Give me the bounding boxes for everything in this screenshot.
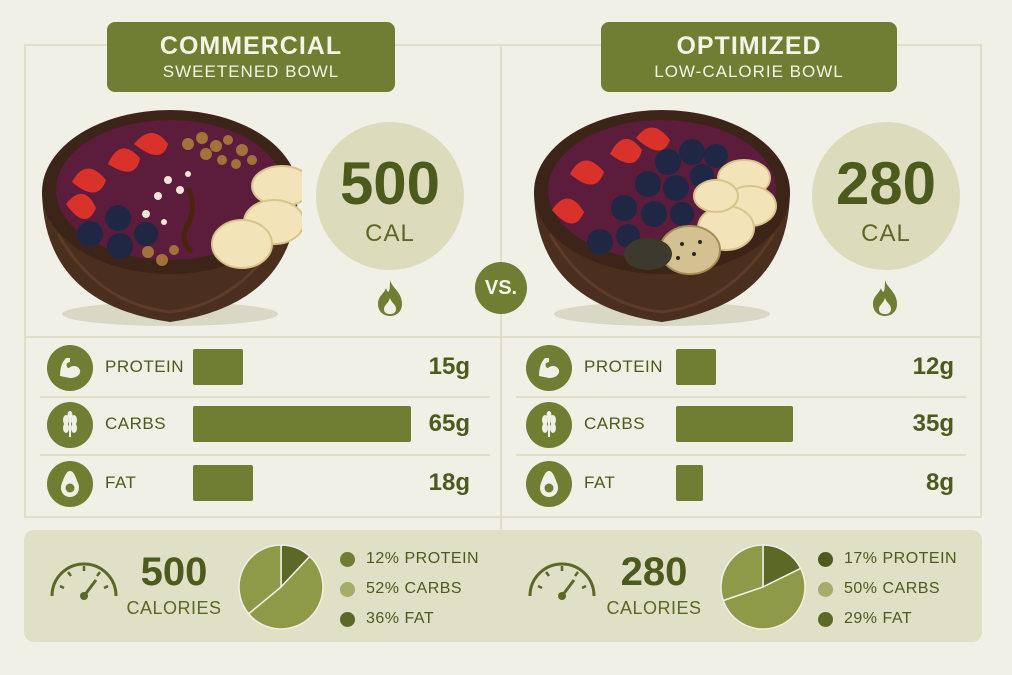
commercial-carbs-row: CARBS 65g — [47, 402, 477, 448]
gauge-icon — [528, 562, 596, 600]
optimized-summary-calories: 280 — [620, 550, 688, 594]
fat-value: 18g — [428, 469, 470, 496]
legend-dot — [340, 552, 355, 567]
muscle-icon — [526, 345, 572, 391]
carbs-bar — [676, 406, 793, 442]
coconut-flakes — [142, 171, 191, 225]
legend-dot — [818, 582, 833, 597]
legend-label: 36% FAT — [366, 610, 435, 627]
optimized-subtitle: LOW-CALORIE BOWL — [654, 62, 844, 81]
pie-slice — [720, 544, 764, 602]
optimized-carbs-row: CARBS 35g — [526, 402, 956, 448]
protein-value: 12g — [912, 353, 954, 380]
protein-bar — [193, 349, 243, 385]
comparison-frame — [24, 44, 982, 518]
optimized-title: OPTIMIZED — [676, 32, 822, 60]
commercial-summary-unit: CALORIES — [126, 598, 222, 618]
carbs-label: CARBS — [105, 414, 167, 433]
row-divider — [40, 454, 490, 456]
commercial-macro-pie — [238, 544, 324, 630]
commercial-subtitle: SWEETENED BOWL — [162, 62, 340, 81]
fat-value: 8g — [925, 469, 954, 496]
carbs-bar — [193, 406, 411, 442]
legend-label: 17% PROTEIN — [844, 550, 958, 567]
protein-label: PROTEIN — [105, 357, 185, 376]
fat-bar — [193, 465, 253, 501]
pie-slice — [722, 567, 806, 630]
strawberries — [552, 127, 670, 224]
optimized-protein-row: PROTEIN 12g — [526, 345, 956, 391]
protein-label: PROTEIN — [584, 357, 664, 376]
wheat-icon — [47, 402, 93, 448]
carbs-label: CARBS — [584, 414, 646, 433]
section-divider — [24, 336, 982, 338]
legend-dot — [818, 612, 833, 627]
legend-label: 52% CARBS — [366, 580, 463, 597]
blueberries — [587, 139, 728, 255]
vs-badge: VS. — [475, 262, 527, 314]
avocado-icon — [47, 461, 93, 507]
chia-seed-topping — [624, 225, 721, 275]
legend-dot — [340, 612, 355, 627]
gauge-icon — [50, 562, 118, 600]
optimized-calorie-unit: CAL — [861, 220, 911, 247]
commercial-protein-row: PROTEIN 15g — [47, 345, 477, 391]
row-divider — [516, 454, 966, 456]
fat-label: FAT — [584, 473, 616, 492]
commercial-title-badge: COMMERCIAL SWEETENED BOWL — [107, 22, 395, 92]
protein-bar — [676, 349, 716, 385]
legend-label: 12% PROTEIN — [366, 550, 480, 567]
pie-slice — [238, 544, 282, 615]
strawberries — [66, 133, 168, 220]
muscle-icon — [47, 345, 93, 391]
pie-slice — [762, 544, 802, 589]
banana-slices — [211, 165, 302, 269]
pie-slice — [247, 555, 324, 630]
commercial-acai-bowl-image — [42, 110, 302, 326]
commercial-summary-calories: 500 — [140, 550, 208, 594]
flame-icon — [378, 280, 402, 316]
optimized-calorie-value: 280 — [835, 150, 937, 217]
optimized-title-badge: OPTIMIZED LOW-CALORIE BOWL — [601, 22, 897, 92]
legend-label: 50% CARBS — [844, 580, 941, 597]
fat-bar — [676, 465, 703, 501]
wheat-icon — [526, 402, 572, 448]
flame-icon — [873, 280, 897, 316]
avocado-icon — [526, 461, 572, 507]
optimized-acai-bowl-image — [534, 110, 790, 326]
optimized-summary-unit: CALORIES — [606, 598, 702, 618]
row-divider — [40, 396, 490, 398]
center-divider — [500, 44, 502, 632]
fat-label: FAT — [105, 473, 137, 492]
optimized-fat-row: FAT 8g — [526, 461, 956, 507]
granola — [142, 132, 257, 266]
legend-dot — [340, 582, 355, 597]
commercial-calorie-unit: CAL — [365, 220, 415, 247]
blueberries — [77, 205, 158, 259]
legend-dot — [818, 552, 833, 567]
row-divider — [516, 396, 966, 398]
commercial-fat-row: FAT 18g — [47, 461, 477, 507]
protein-value: 15g — [428, 353, 470, 380]
optimized-calorie-badge: 280 CAL — [812, 122, 960, 270]
carbs-value: 35g — [912, 410, 954, 437]
legend-label: 29% FAT — [844, 610, 913, 627]
carbs-value: 65g — [428, 410, 470, 437]
commercial-title: COMMERCIAL — [159, 32, 343, 60]
commercial-calorie-value: 500 — [339, 150, 441, 217]
commercial-calorie-badge: 500 CAL — [316, 122, 464, 270]
optimized-macro-pie — [720, 544, 806, 630]
